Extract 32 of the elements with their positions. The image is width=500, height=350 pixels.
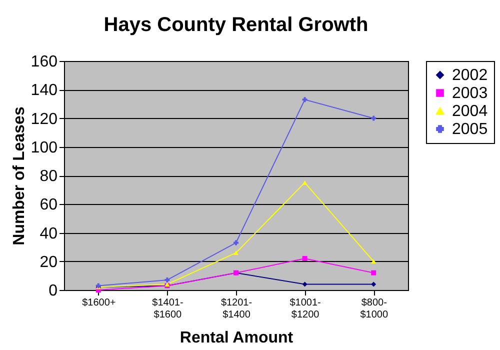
legend-label: 2004 (452, 103, 488, 120)
y-tick-label: 160 (30, 54, 58, 70)
y-tick-label: 100 (30, 139, 58, 156)
legend-label: 2002 (452, 67, 488, 84)
point (302, 282, 308, 287)
x-axis-title: Rental Amount (180, 330, 294, 346)
x-tick-label: $1001-$1200 (290, 298, 321, 320)
point (371, 282, 376, 287)
x-tick-label: $1600+ (82, 298, 116, 308)
y-tick-label: 120 (30, 110, 58, 128)
point (371, 259, 376, 264)
point (302, 256, 308, 262)
x-tick-label: $1201-$1400 (220, 298, 252, 320)
y-axis-title: Number of Leases (10, 106, 28, 246)
legend-label: 2005 (452, 121, 488, 138)
point (302, 180, 308, 185)
x-tick-label: $1401-$1600 (152, 298, 184, 320)
y-tick-label: 0 (48, 282, 58, 300)
y-tick-label: 20 (40, 254, 58, 271)
y-tick-label: 140 (30, 82, 58, 100)
legend-label: 2003 (452, 85, 488, 102)
point (371, 116, 376, 121)
point (234, 250, 238, 255)
y-tick-label: 40 (40, 225, 58, 242)
y-tick-label: 60 (40, 196, 58, 214)
point (371, 270, 376, 276)
point (234, 240, 238, 246)
point (302, 97, 308, 102)
x-tick-label: $800-$1000 (360, 298, 388, 320)
y-tick-label: 80 (40, 168, 58, 185)
point (164, 277, 170, 282)
chart-title: Hays County Rental Growth (104, 14, 368, 36)
